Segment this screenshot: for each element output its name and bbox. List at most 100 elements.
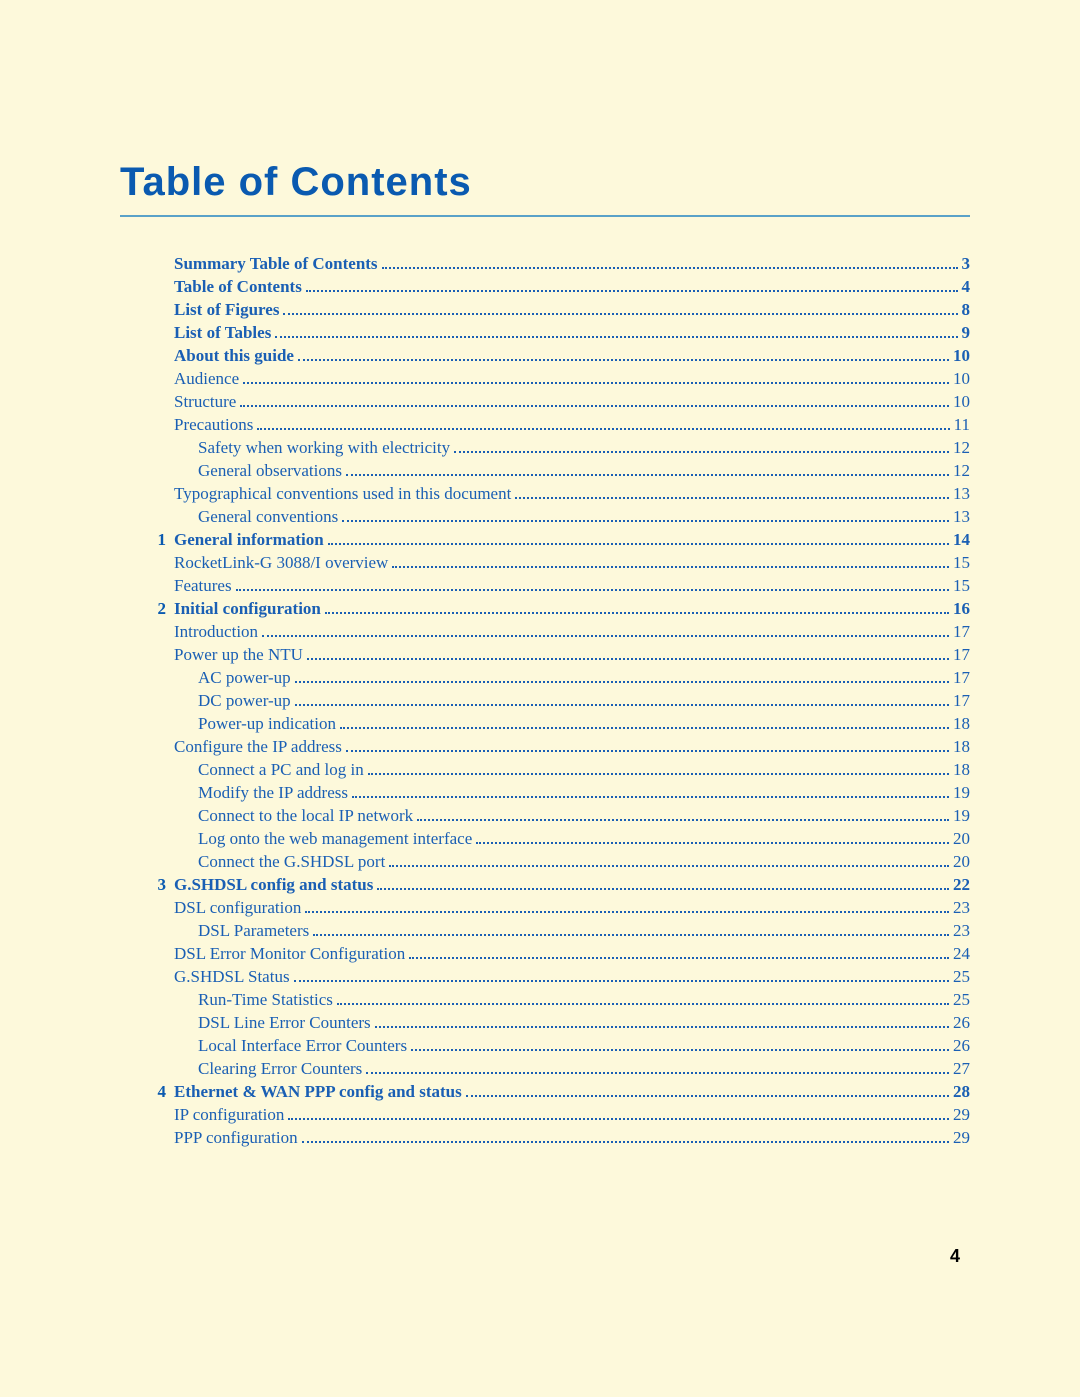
toc-entry[interactable]: 0General conventions 13: [144, 506, 970, 529]
toc-entry-title: Typographical conventions used in this d…: [174, 485, 511, 502]
toc-entry[interactable]: 1General information 14: [144, 529, 970, 552]
toc-entry[interactable]: 0PPP configuration 29: [144, 1127, 970, 1150]
toc-entry[interactable]: 0RocketLink-G 3088/I overview 15: [144, 552, 970, 575]
dot-leader: [257, 416, 949, 430]
toc-entry-page: 18: [953, 761, 970, 778]
toc-entry-page: 19: [953, 807, 970, 824]
toc-entry[interactable]: 0AC power-up 17: [144, 667, 970, 690]
toc-entry-title: Summary Table of Contents: [174, 255, 378, 272]
toc-entry-title: DSL Line Error Counters: [198, 1014, 371, 1031]
toc-entry-page: 17: [953, 623, 970, 640]
toc-entry-title: Initial configuration: [174, 600, 321, 617]
toc-entry-page: 28: [953, 1083, 970, 1100]
title-rule: [120, 215, 970, 217]
toc-entry-page: 12: [953, 439, 970, 456]
toc-entry-title: DSL Parameters: [198, 922, 309, 939]
toc-entry[interactable]: 0Features 15: [144, 575, 970, 598]
toc-entry-page: 12: [953, 462, 970, 479]
toc-entry-page: 11: [954, 416, 970, 433]
toc-entry-page: 17: [953, 692, 970, 709]
toc-entry[interactable]: 2Initial configuration 16: [144, 598, 970, 621]
toc-entry-title: Modify the IP address: [198, 784, 348, 801]
toc-entry-title: About this guide: [174, 347, 294, 364]
toc-entry[interactable]: 0Structure 10: [144, 391, 970, 414]
toc-entry[interactable]: 0About this guide 10: [144, 345, 970, 368]
dot-leader: [283, 301, 957, 315]
toc-entry-title: DSL configuration: [174, 899, 301, 916]
dot-leader: [382, 255, 958, 269]
toc-entry[interactable]: 0List of Tables 9: [144, 322, 970, 345]
toc-entry[interactable]: 0Connect to the local IP network 19: [144, 805, 970, 828]
dot-leader: [262, 623, 949, 637]
dot-leader: [409, 945, 949, 959]
toc-entry[interactable]: 0Local Interface Error Counters 26: [144, 1035, 970, 1058]
dot-leader: [302, 1129, 949, 1143]
toc-entry[interactable]: 0Table of Contents 4: [144, 276, 970, 299]
toc-entry[interactable]: 0G.SHDSL Status 25: [144, 966, 970, 989]
toc-entry[interactable]: 0General observations 12: [144, 460, 970, 483]
toc-entry-title: General conventions: [198, 508, 338, 525]
toc-entry[interactable]: 3G.SHDSL config and status 22: [144, 874, 970, 897]
chapter-number: 1: [144, 531, 166, 548]
toc-entry[interactable]: 0Configure the IP address18: [144, 736, 970, 759]
toc-entry-title: Introduction: [174, 623, 258, 640]
dot-leader: [466, 1083, 949, 1097]
toc-entry[interactable]: 0Run-Time Statistics 25: [144, 989, 970, 1012]
toc-entry[interactable]: 0Introduction17: [144, 621, 970, 644]
toc-entry-page: 18: [953, 715, 970, 732]
toc-entry-title: Table of Contents: [174, 278, 302, 295]
toc-entry-page: 10: [953, 347, 970, 364]
toc-entry[interactable]: 0Connect a PC and log in 18: [144, 759, 970, 782]
toc-entry-page: 10: [953, 393, 970, 410]
toc-entry-title: Clearing Error Counters: [198, 1060, 362, 1077]
toc-entry[interactable]: 0Safety when working with electricity 12: [144, 437, 970, 460]
toc-entry[interactable]: 0DSL configuration23: [144, 897, 970, 920]
toc-entry[interactable]: 0Clearing Error Counters 27: [144, 1058, 970, 1081]
dot-leader: [411, 1037, 949, 1051]
toc-entry[interactable]: 0Power up the NTU 17: [144, 644, 970, 667]
table-of-contents: 0Summary Table of Contents 30Table of Co…: [144, 253, 970, 1150]
toc-entry[interactable]: 0DSL Parameters 23: [144, 920, 970, 943]
toc-entry[interactable]: 0Power-up indication 18: [144, 713, 970, 736]
dot-leader: [298, 347, 949, 361]
toc-entry[interactable]: 0Typographical conventions used in this …: [144, 483, 970, 506]
dot-leader: [342, 508, 949, 522]
toc-entry-title: General information: [174, 531, 324, 548]
toc-entry-page: 26: [953, 1014, 970, 1031]
toc-entry-page: 3: [962, 255, 971, 272]
toc-entry-page: 20: [953, 830, 970, 847]
toc-entry-page: 8: [962, 301, 971, 318]
dot-leader: [306, 278, 958, 292]
toc-entry-page: 16: [953, 600, 970, 617]
toc-entry-title: Power up the NTU: [174, 646, 303, 663]
dot-leader: [325, 600, 949, 614]
dot-leader: [454, 439, 949, 453]
toc-entry-page: 4: [962, 278, 971, 295]
toc-entry-title: Safety when working with electricity: [198, 439, 450, 456]
toc-entry[interactable]: 0IP configuration 29: [144, 1104, 970, 1127]
toc-entry[interactable]: 4Ethernet & WAN PPP config and status 28: [144, 1081, 970, 1104]
toc-entry[interactable]: 0Summary Table of Contents 3: [144, 253, 970, 276]
dot-leader: [352, 784, 949, 798]
toc-entry[interactable]: 0Log onto the web management interface 2…: [144, 828, 970, 851]
dot-leader: [515, 485, 949, 499]
toc-entry[interactable]: 0DC power-up 17: [144, 690, 970, 713]
toc-entry-title: DSL Error Monitor Configuration: [174, 945, 405, 962]
toc-entry-page: 22: [953, 876, 970, 893]
toc-entry[interactable]: 0DSL Error Monitor Configuration 24: [144, 943, 970, 966]
toc-entry[interactable]: 0DSL Line Error Counters 26: [144, 1012, 970, 1035]
toc-entry-page: 17: [953, 669, 970, 686]
toc-entry[interactable]: 0List of Figures 8: [144, 299, 970, 322]
toc-entry[interactable]: 0Connect the G.SHDSL port 20: [144, 851, 970, 874]
toc-entry-title: Run-Time Statistics: [198, 991, 333, 1008]
chapter-number: 3: [144, 876, 166, 893]
dot-leader: [294, 968, 949, 982]
toc-entry-page: 27: [953, 1060, 970, 1077]
toc-entry-page: 13: [953, 508, 970, 525]
toc-entry[interactable]: 0Precautions 11: [144, 414, 970, 437]
dot-leader: [313, 922, 949, 936]
toc-entry-page: 24: [953, 945, 970, 962]
toc-entry-title: General observations: [198, 462, 342, 479]
toc-entry[interactable]: 0Modify the IP address 19: [144, 782, 970, 805]
toc-entry[interactable]: 0Audience 10: [144, 368, 970, 391]
